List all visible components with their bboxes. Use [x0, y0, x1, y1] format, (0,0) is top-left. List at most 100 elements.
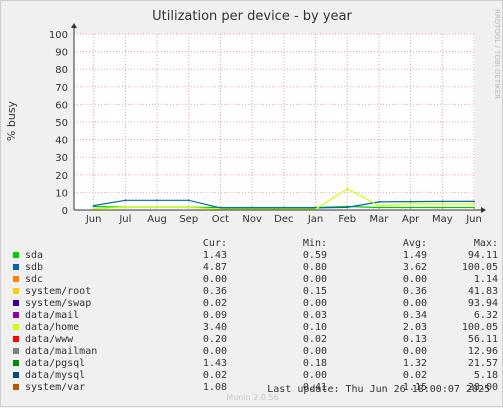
- legend-max: 28.00: [467, 382, 498, 393]
- legend-max: 5.18: [473, 370, 498, 381]
- x-tick-label: Feb: [338, 214, 356, 225]
- legend-row: sdb 4.87 0.80 3.62 100.05: [11, 262, 498, 274]
- legend-header-row: Cur: Min: Avg: Max:: [11, 238, 498, 250]
- x-axis-arrow: [481, 207, 486, 213]
- data-point: [409, 206, 412, 209]
- data-point: [378, 201, 380, 203]
- legend-swatch: [13, 360, 19, 366]
- legend-name: sdc: [25, 274, 44, 285]
- legend-row: data/home 3.40 0.10 2.03 100.05: [11, 322, 498, 334]
- data-point: [441, 203, 444, 205]
- y-tick-label: 100: [49, 30, 68, 41]
- legend-max: 100.05: [461, 322, 498, 333]
- legend-min: 0.59: [302, 250, 327, 261]
- legend-name: system/swap: [25, 298, 92, 309]
- legend-swatch: [13, 348, 19, 354]
- legend-max: 41.83: [467, 286, 498, 297]
- chart-title: Utilization per device - by year: [152, 9, 352, 24]
- y-axis-label: % busy: [5, 100, 18, 141]
- legend-name: system/var: [25, 382, 86, 393]
- data-point: [156, 199, 158, 202]
- legend-swatch: [13, 372, 19, 378]
- legend-max: 21.57: [467, 358, 498, 369]
- legend-cur: 4.87: [202, 262, 227, 273]
- legend-max: 6.32: [473, 310, 498, 321]
- x-tick-label: Nov: [242, 214, 262, 225]
- legend-name: data/home: [25, 322, 80, 333]
- data-point: [124, 199, 127, 202]
- legend-avg: 1.32: [402, 358, 427, 369]
- legend-cur: 0.36: [202, 286, 227, 297]
- x-tick-label: Dec: [274, 214, 293, 225]
- legend-cur: 0.20: [202, 334, 227, 345]
- legend-min: 0.00: [302, 274, 327, 285]
- y-tick-label: 50: [55, 118, 68, 129]
- y-tick-label: 70: [55, 83, 68, 94]
- legend-swatch: [13, 264, 19, 270]
- y-tick-labels: 0 10 20 30 40 50 60 70 80 90 100: [49, 30, 68, 217]
- data-point: [473, 200, 475, 203]
- legend-swatch: [13, 312, 19, 318]
- y-tick-label: 30: [55, 153, 68, 164]
- legend-avg: 0.00: [402, 298, 427, 309]
- legend-cur: 1.43: [202, 358, 227, 369]
- legend-max: 94.11: [467, 250, 498, 261]
- legend-min: 0.00: [302, 346, 327, 357]
- data-point: [187, 206, 190, 209]
- legend-header-cur: Cur:: [202, 238, 227, 249]
- legend-name: data/pgsql: [25, 358, 86, 369]
- legend-min: 0.41: [302, 382, 327, 393]
- legend-avg: 0.34: [402, 310, 427, 321]
- x-tick-label: Jan: [307, 214, 323, 225]
- legend-swatch: [13, 384, 19, 390]
- legend-max: 12.96: [467, 346, 498, 357]
- legend-cur: 3.40: [202, 322, 227, 333]
- legend-swatch: [13, 288, 19, 294]
- legend-avg: 1.49: [402, 250, 427, 261]
- legend-row: system/var 1.08 0.41 1.15 28.00: [11, 382, 498, 394]
- legend-row: sda 1.43 0.59 1.49 94.11: [11, 250, 498, 262]
- legend-swatch: [13, 252, 19, 258]
- data-point: [473, 203, 475, 205]
- legend-min: 0.10: [302, 322, 327, 333]
- x-tick-label: Jun: [85, 214, 102, 225]
- y-axis-arrow: [71, 23, 77, 28]
- legend-cur: 0.09: [202, 310, 227, 321]
- x-tick-label: Mar: [370, 214, 390, 225]
- y-tick-label: 90: [55, 48, 68, 59]
- legend-header-max: Max:: [473, 238, 498, 249]
- legend-name: sdb: [25, 262, 44, 273]
- legend-name: sda: [25, 250, 44, 261]
- data-point: [346, 187, 349, 190]
- data-point: [219, 206, 222, 209]
- legend-min: 0.15: [302, 286, 327, 297]
- series-lines: [92, 187, 475, 211]
- legend-max: 56.11: [467, 334, 498, 345]
- data-point: [124, 206, 127, 209]
- x-tick-label: Oct: [212, 214, 229, 225]
- legend-name: data/mail: [25, 310, 80, 321]
- last-update: Last update: Thu Jun 26 18:00:07 2025: [267, 384, 490, 395]
- legend-min: 0.00: [302, 370, 327, 381]
- munin-watermark: Munin 2.0.56: [226, 393, 279, 402]
- legend-row: data/mysql 0.02 0.00 0.02 5.18: [11, 370, 498, 382]
- x-tick-label: Jul: [118, 214, 131, 225]
- y-tick-label: 20: [55, 171, 68, 182]
- legend-row: system/swap 0.02 0.00 0.00 93.94: [11, 298, 498, 310]
- data-point: [409, 200, 412, 203]
- legend-min: 0.00: [302, 298, 327, 309]
- legend-avg: 2.03: [402, 322, 427, 333]
- y-tick-label: 80: [55, 65, 68, 76]
- legend-avg: 0.02: [402, 370, 427, 381]
- x-tick-label: Aug: [147, 214, 167, 225]
- x-tick-label: Sep: [179, 214, 198, 225]
- legend-swatch: [13, 336, 19, 342]
- axes: [71, 23, 486, 213]
- legend-avg: 0.13: [402, 334, 427, 345]
- data-point: [473, 206, 475, 209]
- data-point: [441, 200, 444, 203]
- legend-max: 100.05: [461, 262, 498, 273]
- data-point: [92, 207, 95, 210]
- legend-avg: 3.62: [402, 262, 427, 273]
- legend-row: system/root 0.36 0.15 0.36 41.83: [11, 286, 498, 298]
